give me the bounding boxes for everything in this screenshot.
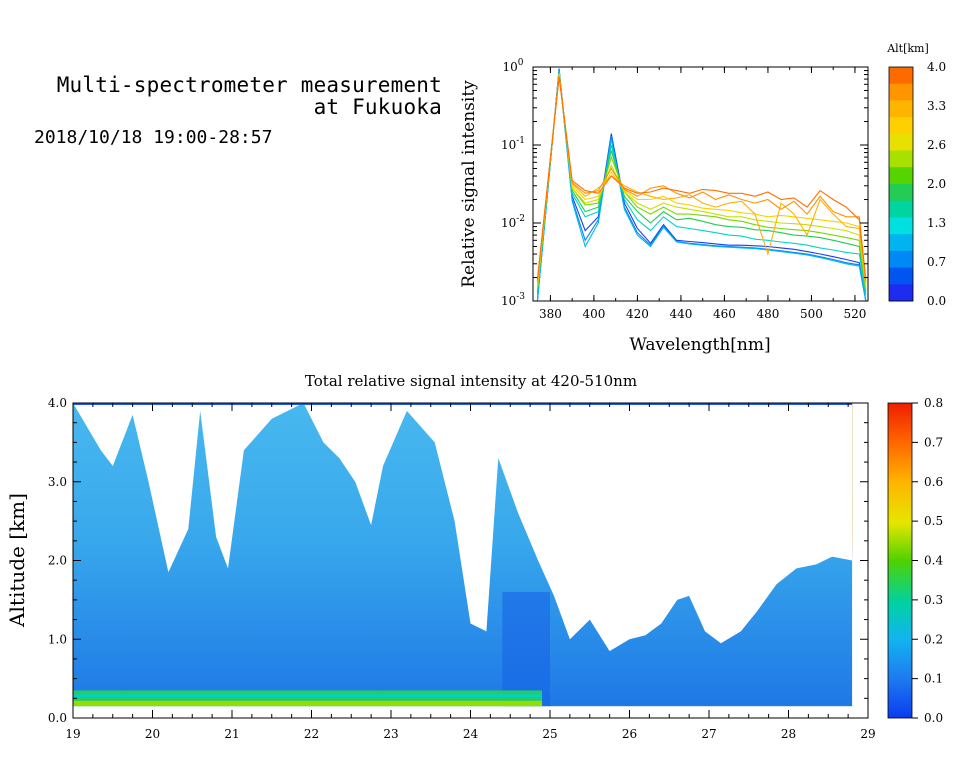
altitude-colorbar-segment	[889, 184, 913, 202]
altitude-colorbar-segment	[889, 217, 913, 235]
intensity-colorbar-tick-label: 0.0	[924, 711, 943, 725]
spectrum-series-6	[536, 73, 867, 288]
spectrum-x-tick-label: 500	[800, 307, 823, 321]
intensity-colorbar-tick-label: 0.7	[924, 435, 943, 449]
heatmap-x-tick-label: 23	[383, 727, 398, 741]
heatmap-boundary-line	[73, 694, 543, 698]
intensity-colorbar-tick-label: 0.2	[924, 632, 943, 646]
heatmap-x-tick-label: 26	[622, 727, 637, 741]
date-range-label: 2018/10/18 19:00-28:57	[34, 127, 273, 148]
altitude-colorbar-segment	[889, 133, 913, 152]
heatmap-y-tick-label: 3.0	[48, 475, 67, 489]
heatmap-x-tick-label: 24	[463, 727, 479, 741]
intensity-colorbar	[887, 402, 913, 719]
intensity-colorbar-tick-label: 0.6	[924, 475, 943, 489]
altitude-colorbar-tick-label: 4.0	[927, 60, 946, 74]
altitude-colorbar-label: Alt[km]	[886, 42, 929, 55]
spectrum-series-4	[536, 72, 867, 293]
altitude-colorbar-tick-label: 0.0	[927, 294, 946, 308]
spectrum-x-tick-label: 460	[713, 307, 736, 321]
spectrum-y-axis-title: Relative signal intensity	[459, 80, 479, 288]
intensity-colorbar-tick-label: 0.8	[924, 396, 943, 410]
spectrum-x-tick-label: 400	[582, 307, 605, 321]
altitude-colorbar-tick-label: 1.3	[927, 216, 946, 230]
spectrum-series-2	[536, 70, 867, 301]
heatmap-low-intensity-region	[502, 592, 550, 707]
heatmap-y-tick-label: 1.0	[48, 632, 67, 646]
heatmap-x-tick-label: 27	[701, 727, 716, 741]
spectrum-chart: 380 400 420 440 460 480 500 52010-310-210-1100 …	[459, 42, 946, 355]
altitude-colorbar-segment	[889, 83, 913, 101]
spectrum-series-5	[536, 72, 867, 290]
altitude-colorbar-tick-label: 3.3	[927, 99, 946, 113]
heatmap-boundary-band-lower	[73, 700, 543, 707]
spectrum-y-tick-label: 10-2	[501, 214, 525, 230]
altitude-colorbar-segment	[889, 100, 913, 118]
heatmap-x-tick-label: 28	[781, 727, 796, 741]
heatmap-intensity-contour-5	[73, 403, 853, 652]
spectrum-y-tick-label: 100	[502, 58, 523, 74]
altitude-colorbar-segment	[889, 117, 913, 135]
altitude-colorbar-tick-label: 0.7	[927, 255, 946, 269]
altitude-colorbar-segment	[889, 200, 913, 218]
spectrum-series-7	[536, 74, 867, 286]
altitude-colorbar-segment	[889, 67, 913, 85]
intensity-colorbar-tick-label: 0.3	[924, 593, 943, 607]
altitude-colorbar-segment	[889, 250, 913, 269]
spectrum-x-axis-title: Wavelength[nm]	[629, 335, 770, 355]
chart-title-block: Multi-spectrometer measurement at Fukuok…	[12, 74, 442, 118]
spectrum-x-tick-label: 420	[626, 307, 649, 321]
heatmap-x-tick-label: 25	[542, 727, 557, 741]
heatmap-x-tick-label: 19	[65, 727, 80, 741]
altitude-colorbar-segment	[889, 167, 913, 185]
intensity-colorbar-tick-label: 0.1	[924, 672, 943, 686]
spectrum-x-tick-label: 440	[669, 307, 692, 321]
spectrum-x-tick-label: 480	[756, 307, 779, 321]
main-title-line1: Multi-spectrometer measurement	[56, 73, 442, 97]
intensity-colorbar-tick-label: 0.5	[924, 514, 943, 528]
spectrum-x-tick-label: 380	[539, 307, 562, 321]
spectrum-series-3	[536, 71, 867, 295]
heatmap-x-tick-label: 20	[145, 727, 160, 741]
heatmap-y-axis-title: Altitude [km]	[5, 493, 29, 628]
main-title-line2: at Fukuoka	[313, 95, 442, 119]
spectrum-y-tick-label: 10-1	[501, 136, 525, 152]
spectrum-series-10	[536, 77, 867, 280]
heatmap-y-tick-label: 4.0	[48, 396, 67, 410]
altitude-colorbar-tick-label: 2.0	[927, 177, 946, 191]
altitude-colorbar-segment	[889, 267, 913, 285]
heatmap-y-tick-label: 0.0	[48, 711, 67, 725]
heatmap-x-tick-label: 22	[304, 727, 319, 741]
heatmap-x-tick-label: 29	[860, 727, 875, 741]
altitude-colorbar-segment	[889, 234, 913, 252]
spectrum-y-tick-label: 10-3	[501, 292, 525, 308]
spectrum-x-tick-label: 520	[843, 307, 866, 321]
altitude-colorbar-frame	[888, 66, 914, 302]
spectrum-series-9	[536, 76, 867, 282]
altitude-colorbar-segment	[889, 284, 913, 302]
spectrum-plot-frame	[532, 66, 869, 302]
altitude-colorbar-segment	[889, 150, 913, 168]
heatmap-title: Total relative signal intensity at 420-5…	[305, 372, 637, 390]
intensity-colorbar-tick-label: 0.4	[924, 554, 943, 568]
heatmap-x-tick-label: 21	[224, 727, 239, 741]
heatmap-y-tick-label: 2.0	[48, 554, 67, 568]
altitude-colorbar-tick-label: 2.6	[927, 138, 946, 152]
